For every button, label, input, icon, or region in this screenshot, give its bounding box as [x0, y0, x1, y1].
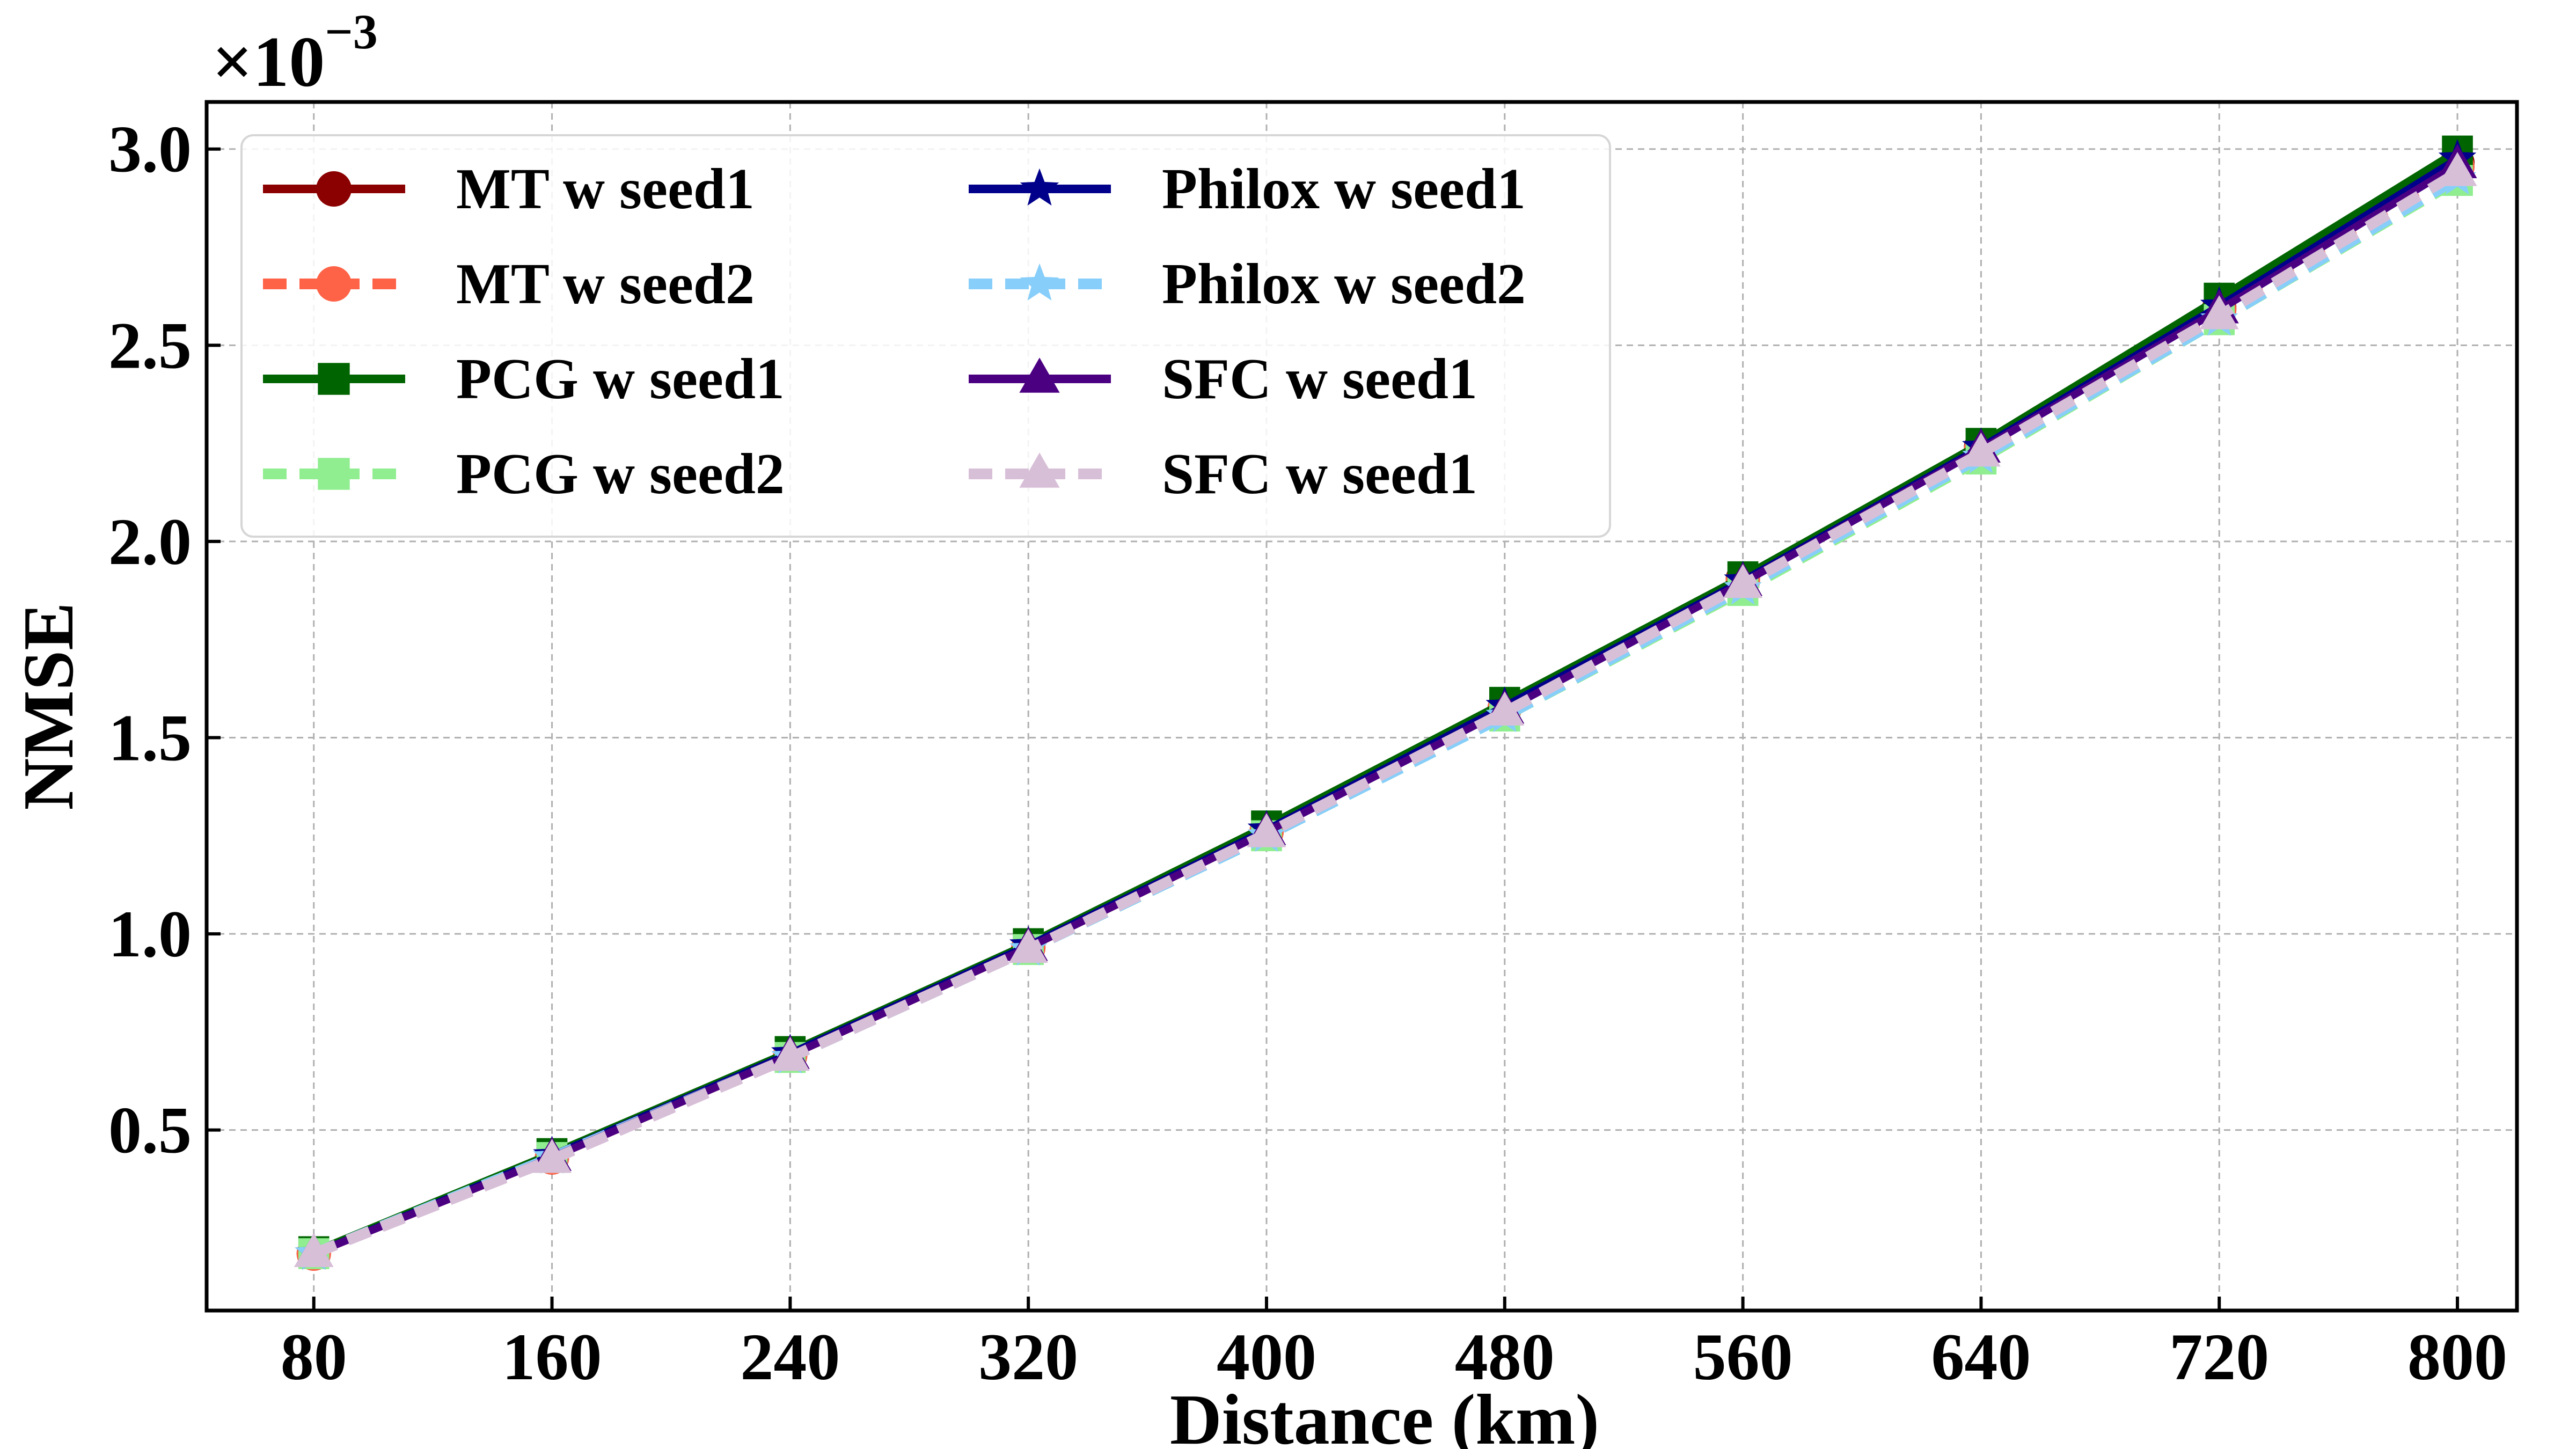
- legend-marker: [1020, 263, 1059, 301]
- legend-entry: Philox w seed1: [969, 157, 1526, 221]
- y-scale-exponent: −3: [325, 4, 377, 59]
- legend-marker: [316, 266, 352, 302]
- legend-marker: [318, 363, 350, 395]
- data-point: [1008, 928, 1048, 963]
- legend-label: MT w seed2: [456, 252, 755, 316]
- data-point: [294, 1233, 334, 1267]
- legend-label: Philox w seed1: [1162, 157, 1526, 221]
- x-axis-title: Distance (km): [1170, 1380, 1599, 1449]
- data-point: [1485, 691, 1525, 726]
- y-tick-label: 2.5: [108, 309, 192, 382]
- y-tick-label: 1.0: [108, 897, 192, 971]
- plot-frame: [204, 100, 2519, 1313]
- x-tick-label: 400: [1217, 1320, 1316, 1394]
- legend: MT w seed1 MT w seed2 PCG w seed1 PCG w see…: [240, 134, 1611, 538]
- data-point: [2438, 152, 2477, 186]
- legend-label: PCG w seed2: [456, 442, 785, 506]
- data-point: [532, 1139, 572, 1173]
- y-tick-label: 3.0: [108, 113, 192, 186]
- data-point: [1961, 432, 2001, 467]
- legend-entry: MT w seed2: [263, 252, 755, 316]
- x-tick-label: 640: [1931, 1320, 2031, 1394]
- y-axis-title: NMSE: [9, 602, 88, 810]
- x-tick-label: 240: [740, 1320, 840, 1394]
- legend-entry: PCG w seed1: [263, 347, 785, 411]
- legend-entry: PCG w seed2: [263, 442, 785, 506]
- series-layer: [294, 135, 2477, 1271]
- legend-marker: [316, 171, 352, 207]
- y-scale-multiplier: ×10−3: [212, 4, 378, 101]
- legend-label: Philox w seed2: [1162, 252, 1526, 316]
- y-tick-label: 1.5: [108, 701, 192, 774]
- x-tick-label: 720: [2169, 1320, 2269, 1394]
- y-tick-label: 0.5: [108, 1094, 192, 1167]
- legend-marker: [1019, 357, 1060, 393]
- legend-marker: [1020, 168, 1059, 206]
- data-point: [1723, 564, 1763, 598]
- legend-entry: SFC w seed1: [969, 442, 1477, 506]
- legend-marker: [1019, 452, 1060, 488]
- data-point: [2199, 295, 2239, 330]
- data-point: [770, 1036, 810, 1071]
- y-tick-label: 2.0: [108, 505, 192, 579]
- x-tick-label: 320: [978, 1320, 1078, 1394]
- x-tick-label: 80: [281, 1320, 347, 1394]
- ticks: 80 160 240 320 400 480 560 640 720 800 0.5 1.0 1.5 2.…: [108, 113, 2507, 1394]
- legend-label: SFC w seed1: [1162, 347, 1477, 411]
- data-point: [1247, 813, 1286, 847]
- legend-label: SFC w seed1: [1162, 442, 1477, 506]
- x-tick-label: 800: [2407, 1320, 2507, 1394]
- legend-box: [240, 134, 1611, 538]
- legend-marker: [318, 458, 350, 490]
- series-sfc-w-seed1: [294, 152, 2477, 1267]
- legend-label: MT w seed1: [456, 157, 755, 221]
- x-tick-label: 160: [502, 1320, 602, 1394]
- legend-entry: MT w seed1: [263, 157, 755, 221]
- legend-entry: Philox w seed2: [969, 252, 1526, 316]
- series-line: [312, 168, 2461, 1259]
- legend-label: PCG w seed1: [456, 347, 785, 411]
- x-tick-label: 560: [1693, 1320, 1793, 1394]
- x-tick-label: 480: [1455, 1320, 1555, 1394]
- legend-entry: SFC w seed1: [969, 347, 1477, 411]
